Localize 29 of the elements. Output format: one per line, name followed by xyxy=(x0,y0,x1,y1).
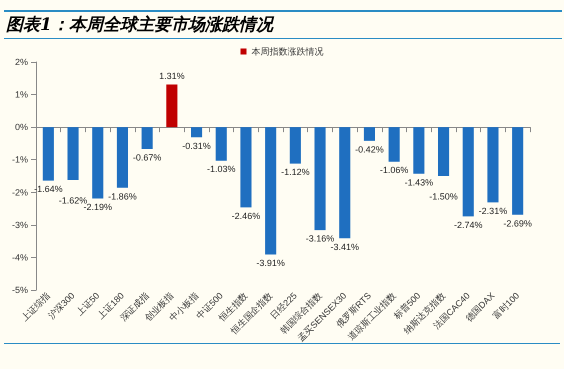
data-label: -2.74% xyxy=(454,220,483,230)
x-tick-label: 上证50 xyxy=(74,290,102,318)
y-tick-label: 1% xyxy=(14,90,28,100)
y-tick-label: -5% xyxy=(12,285,28,296)
y-tick-label: 0% xyxy=(14,122,28,132)
data-label: -1.12% xyxy=(281,167,310,178)
y-tick-label: 2% xyxy=(14,57,28,67)
data-label: -2.31% xyxy=(478,206,508,216)
data-label: -3.41% xyxy=(330,242,360,252)
chart-title: 图表1：本周全球主要市场涨跌情况 xyxy=(4,10,562,39)
data-label: -2.69% xyxy=(503,218,532,228)
data-label: -3.16% xyxy=(306,234,334,244)
data-label: -0.42% xyxy=(355,144,384,154)
legend-label: 本周指数涨跌情况 xyxy=(252,46,324,56)
data-label: -1.06% xyxy=(380,165,408,176)
data-label: -3.91% xyxy=(256,258,285,268)
y-tick-label: -2% xyxy=(12,187,28,198)
data-label: -1.64% xyxy=(34,184,63,194)
y-tick-label: -3% xyxy=(12,220,28,230)
y-tick-label: -4% xyxy=(12,252,28,262)
data-label: -1.43% xyxy=(404,177,434,188)
data-label: -1.86% xyxy=(108,191,137,202)
data-label: -0.67% xyxy=(132,152,162,162)
y-tick-label: -1% xyxy=(12,154,28,165)
data-label: -1.03% xyxy=(206,164,236,174)
data-label: -1.50% xyxy=(429,192,458,202)
data-label: 1.31% xyxy=(159,70,185,81)
data-label: -0.31% xyxy=(182,140,211,151)
data-label: -2.46% xyxy=(232,210,260,221)
